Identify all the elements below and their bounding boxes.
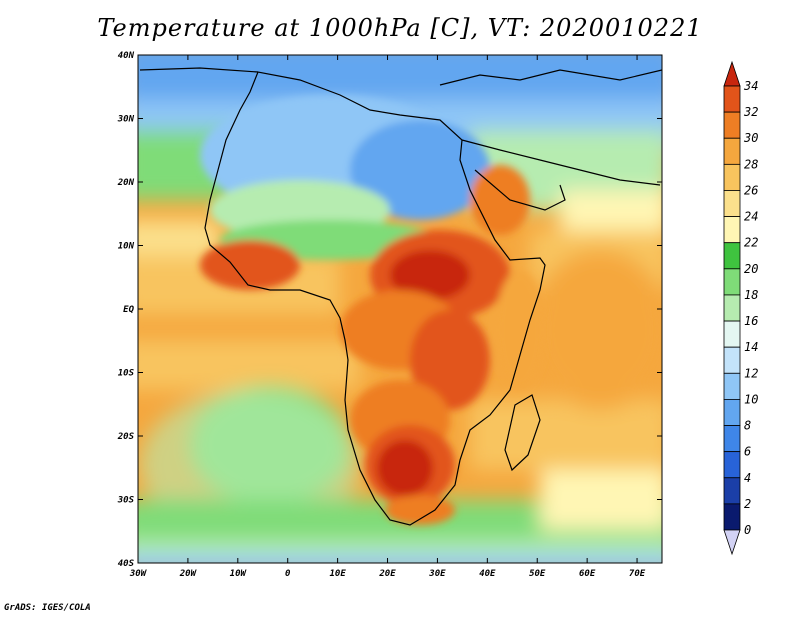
colorbar-label: 6 <box>744 445 751 459</box>
colorbar-label: 18 <box>744 288 758 302</box>
colorbar-box <box>723 372 741 400</box>
grads-credit: GrADS: IGES/COLA <box>4 603 91 613</box>
lat-label: 10N <box>118 242 135 252</box>
lon-label: 40E <box>479 569 496 579</box>
colorbar-box <box>723 242 741 270</box>
colorbar-label: 28 <box>744 157 758 171</box>
colorbar-over-arrow <box>723 60 741 87</box>
colorbar-box <box>723 477 741 505</box>
colorbar-box <box>723 503 741 531</box>
colorbar-label: 34 <box>743 79 758 93</box>
colorbar-box <box>723 425 741 453</box>
colorbar-box <box>723 137 741 165</box>
colorbar-box <box>723 111 741 139</box>
lon-label: 70E <box>629 569 646 579</box>
latitude-axis: 40N 30N 20N 10N EQ 10S 20S 30S 40S <box>117 51 662 569</box>
colorbar-under-arrow <box>723 529 741 556</box>
lon-label: 20W <box>179 569 198 579</box>
lat-label: EQ <box>123 305 134 315</box>
lon-label: 60E <box>579 569 596 579</box>
lon-label: 30W <box>129 569 148 579</box>
lat-label: 40N <box>118 51 135 61</box>
colorbar-box <box>723 451 741 479</box>
colorbar-box <box>723 190 741 217</box>
colorbar-label: 20 <box>744 262 758 276</box>
colorbar-label: 14 <box>744 340 758 354</box>
colorbar-label: 10 <box>744 392 758 406</box>
map-title: Temperature at 1000hPa [C], VT: 20200102… <box>97 14 703 42</box>
colorbar-label: 8 <box>744 419 751 433</box>
colorbar-label: 12 <box>744 366 758 380</box>
colorbar-label: 30 <box>743 131 758 145</box>
lat-label: 40S <box>118 559 135 569</box>
colorbar-label: 24 <box>744 210 758 224</box>
coastlines <box>139 67 662 526</box>
colorbar-box <box>723 346 741 374</box>
colorbar-label: 0 <box>744 523 751 537</box>
colorbar-box <box>723 294 741 322</box>
colorbar-box <box>723 216 741 244</box>
colorbar-box <box>723 320 741 348</box>
colorbar-box <box>723 85 741 113</box>
temperature-field <box>138 55 662 563</box>
lon-label: 30E <box>428 569 446 579</box>
lon-label: 20E <box>378 569 396 579</box>
lat-label: 20S <box>117 432 135 442</box>
colorbar-label: 4 <box>744 471 751 485</box>
longitude-axis: 30W 20W 10W 0 10E 20E 30E 40E 50E 60E 70E <box>129 55 646 579</box>
lat-label: 30S <box>117 496 135 506</box>
lon-label: 10W <box>230 569 248 579</box>
colorbar-box <box>723 399 741 426</box>
colorbar-label: 2 <box>744 497 751 511</box>
colorbar-label: 32 <box>743 105 758 119</box>
colorbar-box <box>723 163 741 191</box>
lon-label: 0 <box>285 569 291 579</box>
colorbar-label: 26 <box>744 183 758 197</box>
lon-label: 10E <box>329 569 346 579</box>
lat-label: 30N <box>117 115 135 125</box>
colorbar-label: 16 <box>744 314 758 328</box>
colorbar-label: 22 <box>744 236 758 250</box>
lat-label: 10S <box>118 369 135 379</box>
colorbar-box <box>723 268 741 296</box>
lon-label: 50E <box>529 569 546 579</box>
lat-label: 20N <box>117 178 135 188</box>
